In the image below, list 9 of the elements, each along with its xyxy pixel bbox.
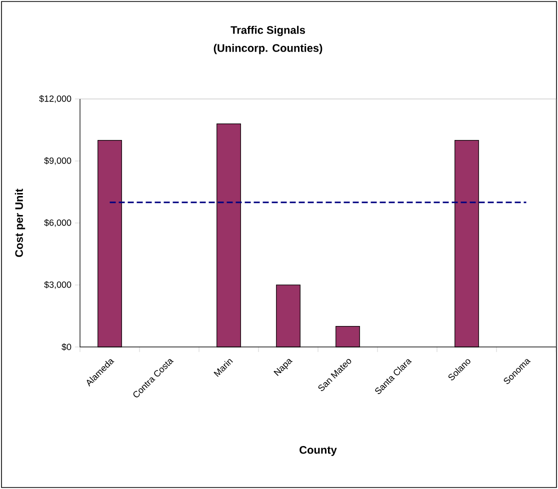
y-tick-label: $3,000 (44, 281, 72, 289)
y-tick-label: $12,000 (39, 95, 72, 103)
chart-subtitle: (Unincorp. Counties) (214, 44, 322, 54)
chart-title: Traffic Signals (230, 26, 305, 36)
y-tick-label: $6,000 (44, 219, 72, 227)
x-axis-title: County (300, 446, 337, 456)
y-tick-label: $9,000 (44, 157, 72, 165)
y-tick-label: $0 (62, 343, 72, 351)
y-axis-title: Cost per Unit (14, 188, 26, 257)
